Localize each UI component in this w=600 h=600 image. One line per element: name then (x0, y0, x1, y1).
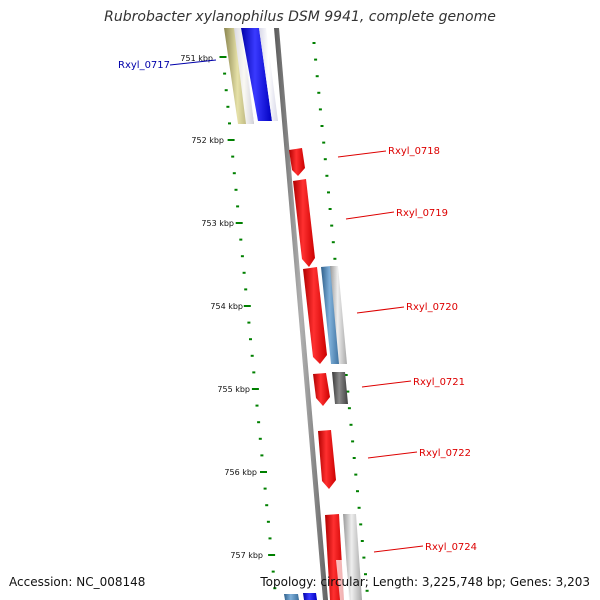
kbp-label: 755 kbp (217, 385, 250, 394)
cds-feature-steel[interactable] (321, 266, 340, 364)
label-leader (373, 545, 424, 553)
label-leader (337, 150, 387, 158)
gene-label-rxyl-0720[interactable]: Rxyl_0720 (406, 302, 458, 313)
label-leader (367, 451, 418, 459)
genome-summary-text: Topology: circular; Length: 3,225,748 bp… (260, 575, 590, 589)
kbp-label: 753 kbp (201, 219, 234, 228)
gene-arrow-rxyl-0718[interactable] (289, 148, 305, 176)
cds-feature-blue[interactable] (303, 593, 317, 600)
label-leader (169, 59, 217, 66)
gene-label-rxyl-0717[interactable]: Rxyl_0717 (118, 60, 170, 71)
kbp-label: 754 kbp (210, 302, 243, 311)
kbp-label: 752 kbp (191, 136, 224, 145)
kbp-ruler (219, 56, 277, 590)
cds-feature-silver[interactable] (330, 266, 347, 364)
cds-feature-white[interactable] (234, 28, 254, 124)
map-title: Rubrobacter xylanophilus DSM 9941, compl… (104, 9, 496, 25)
gene-label-rxyl-0721[interactable]: Rxyl_0721 (413, 377, 465, 388)
gene-arrow-rxyl-0722[interactable] (318, 430, 336, 489)
cds-feature-white[interactable] (259, 28, 278, 121)
label-leader (361, 380, 412, 388)
cds-feature-white[interactable] (336, 560, 350, 600)
gene-label-rxyl-0718[interactable]: Rxyl_0718 (388, 146, 440, 157)
kbp-label: 756 kbp (224, 468, 257, 477)
gene-arrow-rxyl-0717[interactable] (241, 28, 272, 121)
kbp-label: 751 kbp (180, 54, 213, 63)
gene-label-rxyl-0719[interactable]: Rxyl_0719 (396, 208, 448, 219)
gene-arrow-rxyl-0720[interactable] (303, 267, 327, 364)
cds-feature-steel[interactable] (284, 594, 299, 600)
gene-label-rxyl-0722[interactable]: Rxyl_0722 (419, 448, 471, 459)
cds-feature-dark-gray[interactable] (332, 372, 348, 404)
kbp-label: 757 kbp (230, 551, 263, 560)
gene-arrow-rxyl-0721[interactable] (313, 373, 330, 406)
label-leader (345, 211, 395, 220)
gene-label-rxyl-0724[interactable]: Rxyl_0724 (425, 542, 477, 553)
label-leader (356, 306, 405, 314)
genome-backbone (274, 28, 328, 600)
gene-arrow-rxyl-0719[interactable] (293, 179, 315, 267)
accession-text: Accession: NC_008148 (9, 575, 146, 589)
